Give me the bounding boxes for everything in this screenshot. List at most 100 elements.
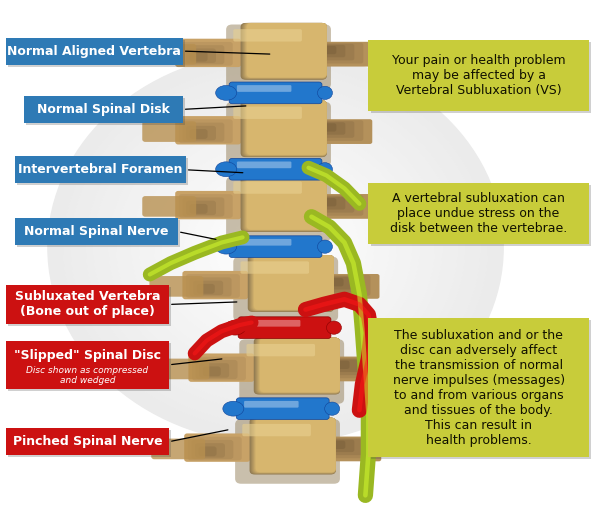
Text: Pinched Spinal Nerve: Pinched Spinal Nerve bbox=[13, 435, 162, 448]
FancyBboxPatch shape bbox=[322, 43, 364, 63]
FancyBboxPatch shape bbox=[322, 195, 364, 216]
FancyBboxPatch shape bbox=[240, 340, 344, 404]
Circle shape bbox=[245, 221, 306, 274]
FancyBboxPatch shape bbox=[371, 42, 591, 113]
Circle shape bbox=[154, 143, 397, 352]
FancyBboxPatch shape bbox=[192, 440, 234, 459]
FancyBboxPatch shape bbox=[250, 255, 334, 311]
FancyBboxPatch shape bbox=[243, 100, 327, 156]
FancyBboxPatch shape bbox=[332, 441, 345, 449]
Text: Subluxated Vertebra
(Bone out of place): Subluxated Vertebra (Bone out of place) bbox=[15, 291, 160, 318]
FancyBboxPatch shape bbox=[246, 320, 301, 327]
FancyBboxPatch shape bbox=[249, 255, 334, 312]
FancyBboxPatch shape bbox=[335, 360, 358, 372]
Ellipse shape bbox=[225, 320, 246, 335]
FancyBboxPatch shape bbox=[175, 39, 241, 67]
Circle shape bbox=[56, 58, 495, 437]
FancyBboxPatch shape bbox=[335, 359, 368, 375]
Circle shape bbox=[101, 98, 450, 398]
Ellipse shape bbox=[317, 240, 332, 253]
FancyBboxPatch shape bbox=[226, 102, 331, 166]
FancyBboxPatch shape bbox=[368, 183, 589, 244]
FancyBboxPatch shape bbox=[175, 116, 241, 144]
FancyBboxPatch shape bbox=[244, 23, 327, 78]
Circle shape bbox=[184, 169, 367, 326]
FancyBboxPatch shape bbox=[247, 100, 327, 155]
FancyBboxPatch shape bbox=[253, 418, 335, 473]
FancyBboxPatch shape bbox=[322, 194, 372, 219]
FancyBboxPatch shape bbox=[254, 338, 340, 394]
Circle shape bbox=[207, 189, 344, 307]
FancyBboxPatch shape bbox=[332, 439, 364, 455]
FancyBboxPatch shape bbox=[251, 255, 334, 311]
FancyBboxPatch shape bbox=[245, 23, 327, 78]
FancyBboxPatch shape bbox=[226, 24, 331, 89]
Circle shape bbox=[238, 215, 313, 280]
FancyBboxPatch shape bbox=[253, 255, 334, 310]
Text: Intervertebral Foramen: Intervertebral Foramen bbox=[18, 163, 183, 176]
FancyBboxPatch shape bbox=[234, 182, 302, 194]
Circle shape bbox=[162, 150, 389, 346]
FancyBboxPatch shape bbox=[241, 100, 327, 157]
FancyBboxPatch shape bbox=[243, 175, 327, 231]
FancyBboxPatch shape bbox=[322, 122, 345, 135]
FancyBboxPatch shape bbox=[246, 23, 327, 78]
Circle shape bbox=[131, 123, 420, 372]
FancyBboxPatch shape bbox=[247, 23, 327, 77]
Circle shape bbox=[108, 104, 443, 392]
FancyBboxPatch shape bbox=[322, 123, 337, 132]
Ellipse shape bbox=[317, 163, 332, 176]
FancyBboxPatch shape bbox=[241, 23, 327, 79]
FancyBboxPatch shape bbox=[250, 418, 335, 474]
FancyBboxPatch shape bbox=[175, 191, 241, 219]
FancyBboxPatch shape bbox=[179, 119, 232, 143]
Ellipse shape bbox=[223, 401, 244, 416]
FancyBboxPatch shape bbox=[241, 261, 309, 274]
FancyBboxPatch shape bbox=[156, 359, 210, 379]
FancyBboxPatch shape bbox=[186, 201, 216, 215]
FancyBboxPatch shape bbox=[179, 194, 232, 218]
FancyBboxPatch shape bbox=[190, 52, 208, 61]
FancyBboxPatch shape bbox=[6, 38, 183, 64]
FancyBboxPatch shape bbox=[17, 220, 180, 247]
FancyBboxPatch shape bbox=[190, 204, 208, 214]
FancyBboxPatch shape bbox=[335, 357, 386, 381]
Text: A vertebral subluxation can
place undue stress on the
disk between the vertebrae: A vertebral subluxation can place undue … bbox=[390, 191, 567, 235]
FancyBboxPatch shape bbox=[182, 198, 224, 217]
FancyBboxPatch shape bbox=[254, 418, 335, 473]
FancyBboxPatch shape bbox=[335, 358, 377, 378]
Circle shape bbox=[222, 202, 329, 294]
Circle shape bbox=[147, 137, 404, 359]
FancyBboxPatch shape bbox=[245, 175, 327, 231]
Circle shape bbox=[63, 64, 488, 431]
FancyBboxPatch shape bbox=[254, 255, 334, 310]
FancyBboxPatch shape bbox=[322, 198, 337, 206]
FancyBboxPatch shape bbox=[241, 23, 327, 79]
FancyBboxPatch shape bbox=[243, 23, 327, 79]
FancyBboxPatch shape bbox=[368, 40, 589, 111]
FancyBboxPatch shape bbox=[322, 121, 355, 138]
FancyBboxPatch shape bbox=[329, 274, 380, 299]
FancyBboxPatch shape bbox=[229, 82, 322, 104]
FancyBboxPatch shape bbox=[182, 123, 224, 142]
Text: Normal Spinal Disk: Normal Spinal Disk bbox=[37, 103, 170, 116]
Ellipse shape bbox=[326, 321, 341, 334]
FancyBboxPatch shape bbox=[257, 338, 340, 393]
FancyBboxPatch shape bbox=[8, 287, 171, 326]
FancyBboxPatch shape bbox=[256, 338, 340, 394]
FancyBboxPatch shape bbox=[247, 344, 315, 357]
FancyBboxPatch shape bbox=[26, 98, 185, 125]
FancyBboxPatch shape bbox=[237, 239, 291, 246]
FancyBboxPatch shape bbox=[24, 96, 183, 123]
FancyBboxPatch shape bbox=[234, 29, 302, 42]
Text: Your pain or health problem
may be affected by a
Vertebral Subluxation (VS): Your pain or health problem may be affec… bbox=[392, 54, 565, 97]
FancyBboxPatch shape bbox=[329, 278, 344, 286]
FancyBboxPatch shape bbox=[322, 197, 345, 209]
FancyBboxPatch shape bbox=[235, 419, 340, 484]
FancyBboxPatch shape bbox=[241, 100, 327, 157]
FancyBboxPatch shape bbox=[322, 120, 364, 141]
FancyBboxPatch shape bbox=[196, 284, 215, 294]
FancyBboxPatch shape bbox=[234, 257, 338, 321]
FancyBboxPatch shape bbox=[234, 107, 302, 119]
Text: "Slipped" Spinal Disc: "Slipped" Spinal Disc bbox=[14, 349, 161, 362]
